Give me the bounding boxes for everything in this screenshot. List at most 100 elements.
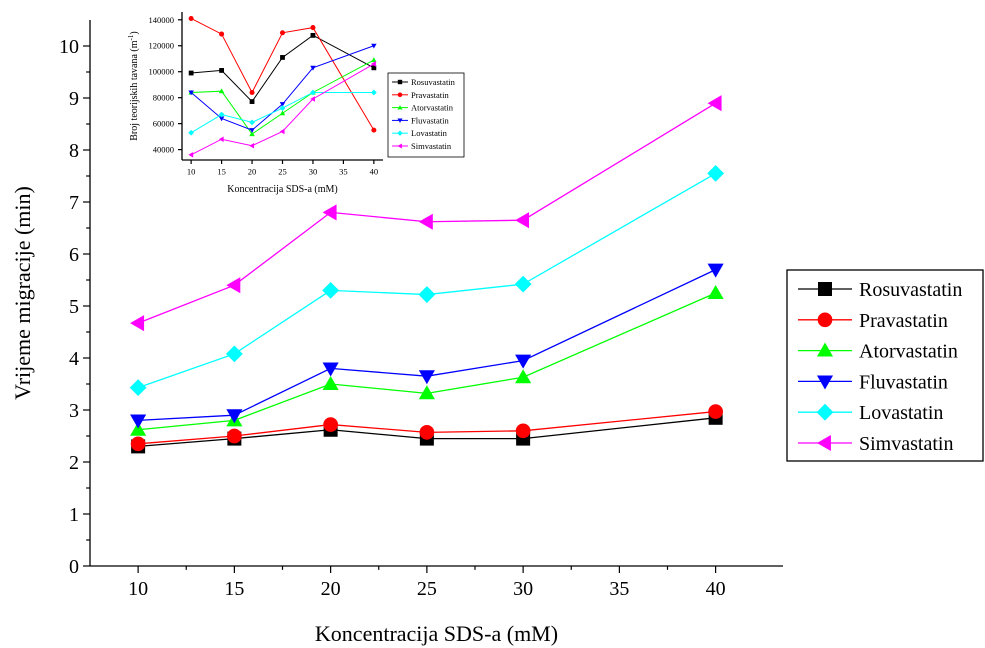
main-point-atorvastatin xyxy=(418,385,435,400)
inset-point-fluvastatin xyxy=(218,116,225,122)
inset-y-axis-title: Broj teorijskih tavana (m-1) xyxy=(127,31,140,140)
inset-point-lovastatin xyxy=(249,119,255,126)
main-point-pravastatin xyxy=(227,428,242,444)
main-point-simvastatin xyxy=(130,315,145,332)
main-y-tick-label: 10 xyxy=(59,36,79,58)
main-y-tick-label: 3 xyxy=(69,400,79,422)
inset-x-tick-label: 40 xyxy=(370,167,379,177)
inset-legend-marker-atorvastatin xyxy=(397,105,403,110)
main-plot: 10 15 20 25 30 35 40 0 1 2 3 4 5 6 7 8 9 10 Koncentracija … xyxy=(10,20,783,646)
inset-point-simvastatin xyxy=(188,152,194,158)
inset-point-simvastatin xyxy=(310,96,315,102)
main-point-fluvastatin xyxy=(515,354,532,369)
inset-point-lovastatin xyxy=(370,89,377,96)
inset-legend-label-pravastatin: Pravastatin xyxy=(411,90,450,100)
main-point-atorvastatin xyxy=(322,375,339,390)
inset-point-simvastatin xyxy=(218,136,224,142)
inset-series-line-fluvastatin xyxy=(190,45,375,131)
main-y-tick-label: 9 xyxy=(69,88,79,110)
main-x-tick-label: 10 xyxy=(128,578,148,600)
main-point-pravastatin xyxy=(323,417,338,432)
inset-point-pravastatin xyxy=(310,25,316,31)
main-point-simvastatin xyxy=(418,213,433,230)
main-point-lovastatin xyxy=(322,282,340,299)
inset-legend-box xyxy=(387,72,465,158)
main-point-simvastatin xyxy=(515,212,530,229)
main-point-simvastatin xyxy=(322,204,337,221)
inset-point-atorvastatin xyxy=(249,131,255,137)
inset-x-tick-label: 25 xyxy=(278,167,287,177)
inset-y-tick-label: 140000 xyxy=(149,15,175,25)
inset-series-line-pravastatin xyxy=(190,18,375,131)
inset-point-pravastatin xyxy=(279,30,286,36)
inset-point-fluvastatin xyxy=(188,90,194,96)
inset-x-axis-title: Koncentracija SDS-a (mM) xyxy=(227,184,338,195)
main-legend: Rosuvastatin Pravastatin Atorvastatin Fluva… xyxy=(786,269,984,462)
inset-point-rosuvastatin xyxy=(249,99,255,104)
inset-legend-marker-pravastatin xyxy=(397,92,403,98)
inset-series-line-lovastatin xyxy=(190,91,374,134)
inset-point-fluvastatin xyxy=(249,128,255,133)
main-point-fluvastatin xyxy=(322,362,339,377)
inset-point-lovastatin xyxy=(188,129,195,136)
inset-series-line-simvastatin xyxy=(190,63,375,156)
inset-legend-label-atorvastatin: Atorvastatin xyxy=(411,103,454,113)
main-legend-label-pravastatin: Pravastatin xyxy=(859,310,948,332)
main-point-atorvastatin xyxy=(515,369,532,384)
inset-point-atorvastatin xyxy=(371,57,377,63)
inset-point-pravastatin xyxy=(219,31,225,37)
main-point-lovastatin xyxy=(418,286,436,303)
main-y-tick-label: 5 xyxy=(69,296,79,318)
main-point-lovastatin xyxy=(129,379,147,397)
inset-point-lovastatin xyxy=(310,89,316,96)
main-y-tick-label: 2 xyxy=(69,452,79,474)
main-point-lovastatin xyxy=(225,345,243,363)
main-point-simvastatin xyxy=(226,277,241,294)
main-legend-label-atorvastatin: Atorvastatin xyxy=(859,341,958,363)
inset-point-rosuvastatin xyxy=(280,55,285,60)
main-point-pravastatin xyxy=(708,404,723,419)
main-y-tick-label: 1 xyxy=(69,504,79,526)
main-legend-label-simvastatin: Simvastatin xyxy=(859,433,953,455)
main-x-tick-label: 30 xyxy=(513,578,533,600)
main-point-atorvastatin xyxy=(130,421,147,436)
inset-plot: 10 15 20 25 30 35 40 40000 60000 80000 100000 12000… xyxy=(127,12,465,195)
main-y-tick-label: 4 xyxy=(69,348,79,370)
main-x-tick-label: 15 xyxy=(224,578,244,600)
main-y-axis-title: Vrijeme migracije (min) xyxy=(10,186,35,400)
inset-series-line-atorvastatin xyxy=(191,59,375,135)
main-y-tick-label: 7 xyxy=(69,192,79,214)
main-point-pravastatin xyxy=(515,423,531,439)
inset-legend-label-rosuvastatin: Rosuvastatin xyxy=(411,77,456,87)
inset-y-tick-label: 100000 xyxy=(149,67,175,77)
inset-legend-label-fluvastatin: Fluvastatin xyxy=(411,115,450,125)
main-y-tick-label: 8 xyxy=(69,140,79,162)
inset-x-tick-label: 30 xyxy=(309,167,318,177)
inset-y-tick-label: 80000 xyxy=(153,93,174,103)
main-legend-label-fluvastatin: Fluvastatin xyxy=(859,371,948,393)
main-legend-marker-pravastatin xyxy=(817,312,833,328)
main-legend-box xyxy=(786,269,984,462)
main-point-fluvastatin xyxy=(418,370,435,385)
inset-point-atorvastatin xyxy=(218,88,225,94)
inset-point-simvastatin xyxy=(249,142,255,149)
main-legend-marker-fluvastatin xyxy=(816,375,834,390)
inset-point-fluvastatin xyxy=(279,102,286,107)
inset-point-simvastatin xyxy=(279,128,285,135)
main-x-tick-label: 20 xyxy=(321,578,341,600)
inset-point-rosuvastatin xyxy=(188,70,194,76)
main-legend-marker-rosuvastatin xyxy=(818,282,832,296)
main-y-tick-label: 0 xyxy=(69,556,79,578)
inset-x-tick-label: 35 xyxy=(339,167,348,177)
main-legend-marker-simvastatin xyxy=(816,434,831,452)
main-y-tick-label: 6 xyxy=(69,244,79,266)
main-legend-marker-atorvastatin xyxy=(816,342,834,357)
inset-series-line-rosuvastatin xyxy=(191,34,375,103)
main-series-line-simvastatin xyxy=(137,102,716,324)
inset-point-rosuvastatin xyxy=(310,32,316,38)
main-legend-label-rosuvastatin: Rosuvastatin xyxy=(859,279,962,301)
main-x-tick-label: 40 xyxy=(706,578,726,600)
main-point-fluvastatin xyxy=(130,414,147,429)
